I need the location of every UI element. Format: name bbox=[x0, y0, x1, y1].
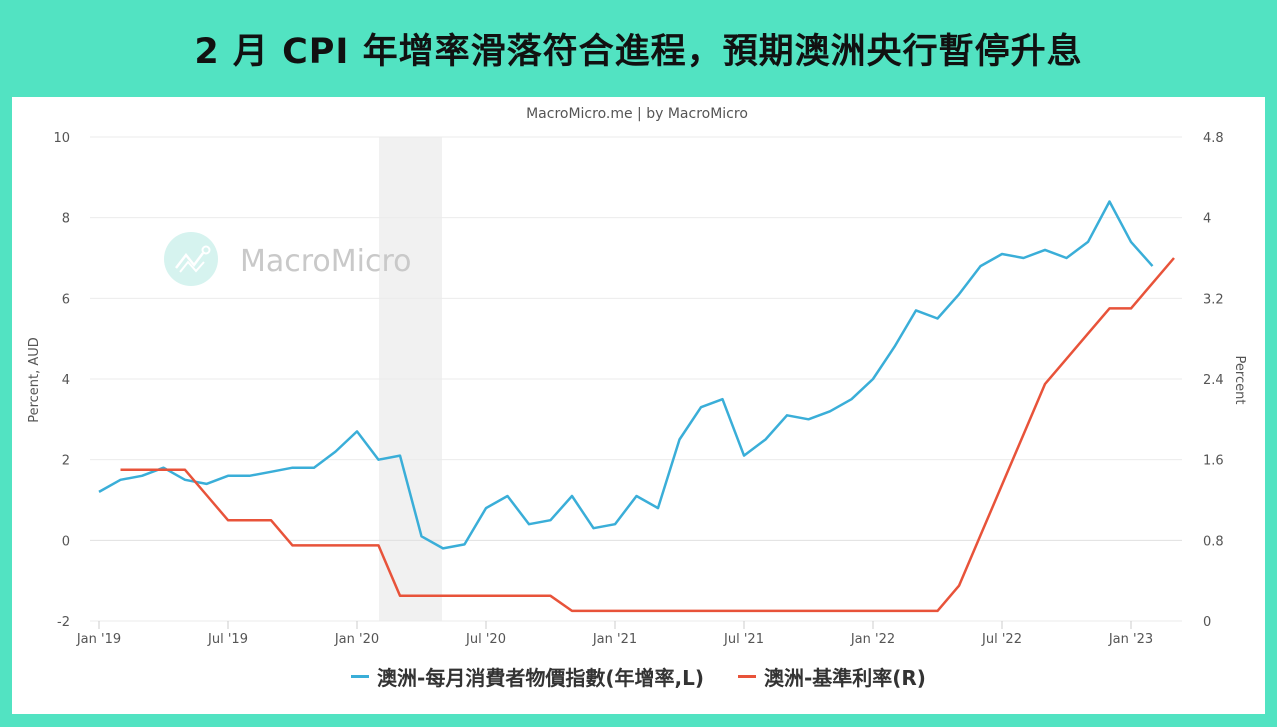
svg-text:0: 0 bbox=[1203, 615, 1211, 630]
page-title: 2 月 CPI 年增率滑落符合進程，預期澳洲央行暫停升息 bbox=[194, 31, 1083, 72]
cash-rate-line bbox=[120, 257, 1175, 613]
svg-text:-2: -2 bbox=[57, 615, 70, 630]
macromicro-logo-icon bbox=[164, 232, 218, 286]
svg-text:Jan '23: Jan '23 bbox=[1108, 632, 1153, 647]
right-axis: 4.8 4 3.2 2.4 1.6 0.8 0 bbox=[1203, 131, 1224, 630]
watermark-text: MacroMicro bbox=[240, 244, 412, 279]
svg-text:4.8: 4.8 bbox=[1203, 131, 1224, 146]
svg-text:Jan '21: Jan '21 bbox=[592, 632, 637, 647]
svg-text:4: 4 bbox=[1203, 212, 1211, 227]
svg-text:Jul '19: Jul '19 bbox=[207, 632, 248, 647]
legend-item-cpi[interactable]: 澳洲-每月消費者物價指數(年增率,L) bbox=[351, 662, 704, 691]
svg-text:0: 0 bbox=[62, 534, 70, 549]
svg-text:10: 10 bbox=[53, 131, 70, 146]
svg-text:Jan '19: Jan '19 bbox=[76, 632, 121, 647]
svg-text:Jan '22: Jan '22 bbox=[850, 632, 895, 647]
svg-text:3.2: 3.2 bbox=[1203, 292, 1224, 307]
cpi-yoy-line bbox=[98, 200, 1154, 550]
x-axis: Jan '19 Jul '19 Jan '20 Jul '20 Jan '21 Jul '… bbox=[76, 621, 1153, 647]
svg-text:6: 6 bbox=[62, 292, 70, 307]
svg-text:Jul '20: Jul '20 bbox=[465, 632, 506, 647]
cpi-swatch-icon bbox=[351, 675, 370, 678]
chart-source-label: MacroMicro.me | by MacroMicro bbox=[526, 106, 748, 122]
svg-text:4: 4 bbox=[62, 373, 70, 388]
svg-text:Jan '20: Jan '20 bbox=[334, 632, 379, 647]
left-axis-title: Percent, AUD bbox=[27, 337, 42, 423]
legend-label-cpi: 澳洲-每月消費者物價指數(年增率,L) bbox=[377, 666, 704, 690]
right-axis-title: Percent bbox=[1232, 356, 1247, 405]
left-axis: 10 8 6 4 2 0 -2 bbox=[53, 131, 70, 630]
legend-label-rate: 澳洲-基準利率(R) bbox=[763, 666, 926, 690]
rate-swatch-icon bbox=[737, 675, 756, 678]
watermark: MacroMicro bbox=[164, 232, 412, 286]
svg-text:Jul '21: Jul '21 bbox=[723, 632, 764, 647]
svg-text:8: 8 bbox=[62, 212, 70, 227]
svg-text:Jul '22: Jul '22 bbox=[981, 632, 1022, 647]
svg-text:2: 2 bbox=[62, 454, 70, 469]
line-chart: MacroMicro.me | by MacroMicro MacroMicro… bbox=[27, 106, 1247, 647]
svg-text:0.8: 0.8 bbox=[1203, 534, 1224, 549]
grid-lines bbox=[90, 136, 1182, 622]
svg-text:1.6: 1.6 bbox=[1203, 454, 1224, 469]
chart-legend: 澳洲-每月消費者物價指數(年增率,L) 澳洲-基準利率(R) bbox=[0, 662, 1277, 691]
svg-text:2.4: 2.4 bbox=[1203, 373, 1224, 388]
legend-item-rate[interactable]: 澳洲-基準利率(R) bbox=[737, 662, 926, 691]
